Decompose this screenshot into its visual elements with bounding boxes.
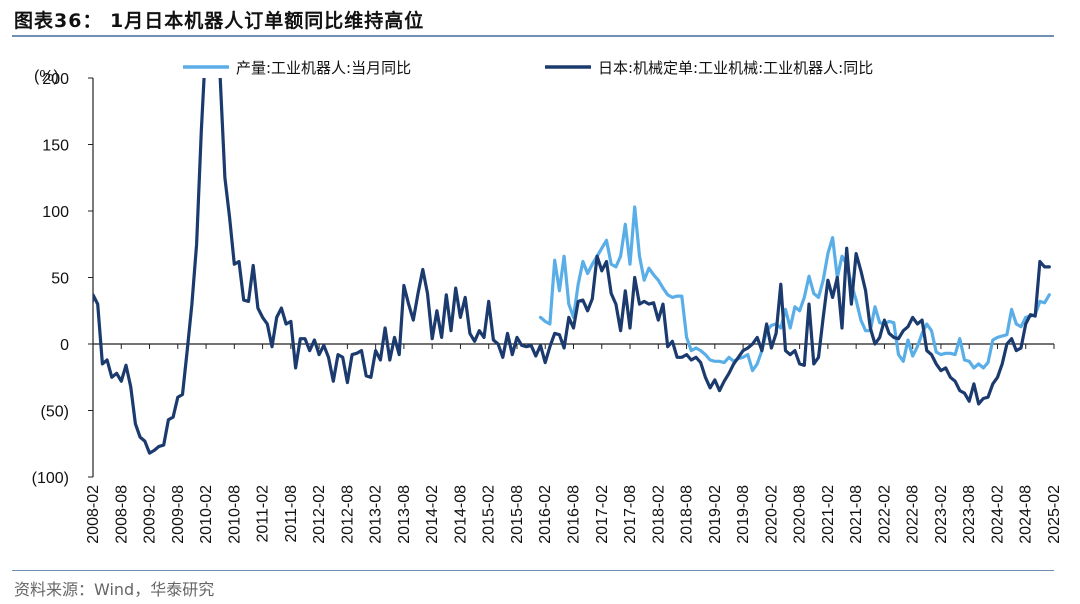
- x-tick-label: 2019-08: [735, 485, 752, 544]
- x-tick-label: 2017-02: [594, 485, 611, 544]
- legend-label-1: 产量:工业机器人:当月同比: [236, 59, 411, 77]
- y-tick-label: 0: [60, 337, 69, 354]
- x-tick-label: 2018-08: [679, 485, 696, 544]
- series-layer: [93, 78, 1051, 455]
- x-tick-label: 2025-02: [1046, 485, 1063, 544]
- x-tick-label: 2019-02: [707, 485, 724, 544]
- x-tick-label: 2009-02: [142, 485, 159, 544]
- chart-legend: 产量:工业机器人:当月同比 日本:机械定单:工业机械:工业机器人:同比: [183, 59, 873, 77]
- x-tick-label: 2015-08: [509, 485, 526, 544]
- x-tick-label: 2010-08: [226, 485, 243, 544]
- x-tick-label: 2011-02: [255, 485, 272, 543]
- x-tick-label: 2023-08: [961, 485, 978, 544]
- x-tick-label: 2018-02: [650, 485, 667, 544]
- x-tick-label: 2014-02: [424, 485, 441, 544]
- y-tick-label: 50: [51, 271, 69, 288]
- top-rule: [12, 35, 1054, 37]
- x-tick-label: 2024-02: [989, 485, 1006, 544]
- x-tick-label: 2013-08: [396, 485, 413, 544]
- y-tick-label: (50): [41, 404, 69, 421]
- x-tick-label: 2020-02: [763, 485, 780, 544]
- series-line-2: [93, 78, 1051, 455]
- x-tick-label: 2008-08: [113, 485, 130, 544]
- x-tick-label: 2021-08: [848, 485, 865, 544]
- x-tick-label: 2023-02: [933, 485, 950, 544]
- x-tick-label: 2016-02: [537, 485, 554, 544]
- x-tick-label: 2022-02: [876, 485, 893, 544]
- x-tick-label: 2016-08: [566, 485, 583, 544]
- y-tick-label: 100: [42, 204, 69, 221]
- x-tick-label: 2015-02: [481, 485, 498, 544]
- legend-label-2: 日本:机械定单:工业机械:工业机器人:同比: [598, 59, 873, 77]
- x-tick-label: 2012-08: [339, 485, 356, 544]
- x-tick-label: 2013-02: [368, 485, 385, 544]
- x-tick-label: 2014-08: [452, 485, 469, 544]
- x-tick-label: 2009-08: [170, 485, 187, 544]
- bottom-rule: [12, 570, 1054, 571]
- series-line-1: [538, 205, 1051, 373]
- x-tick-label: 2021-02: [820, 485, 837, 544]
- y-tick-label: 150: [42, 138, 69, 155]
- line-chart: 200 150 100 50 0 (50) (100) (%) 2008-02 2008-08 20…: [32, 59, 1063, 544]
- y-tick-label: 200: [42, 71, 69, 88]
- x-tick-label: 2020-08: [792, 485, 809, 544]
- y-tick-label: (100): [32, 470, 69, 487]
- x-tick-label: 2012-02: [311, 485, 328, 544]
- x-tick-label: 2022-08: [905, 485, 922, 544]
- x-tick-label: 2008-02: [85, 485, 102, 544]
- source-note: 资料来源：Wind，华泰研究: [14, 580, 215, 599]
- x-tick-label: 2010-02: [198, 485, 215, 544]
- chart-axes: 200 150 100 50 0 (50) (100) (%) 2008-02 2008-08 20…: [32, 68, 1063, 544]
- x-tick-label: 2017-08: [622, 485, 639, 544]
- figure-title: 图表36： 1月日本机器人订单额同比维持高位: [14, 10, 425, 32]
- y-unit-label: (%): [34, 68, 59, 85]
- x-tick-label: 2011-08: [283, 485, 300, 543]
- x-tick-label: 2024-08: [1018, 485, 1035, 544]
